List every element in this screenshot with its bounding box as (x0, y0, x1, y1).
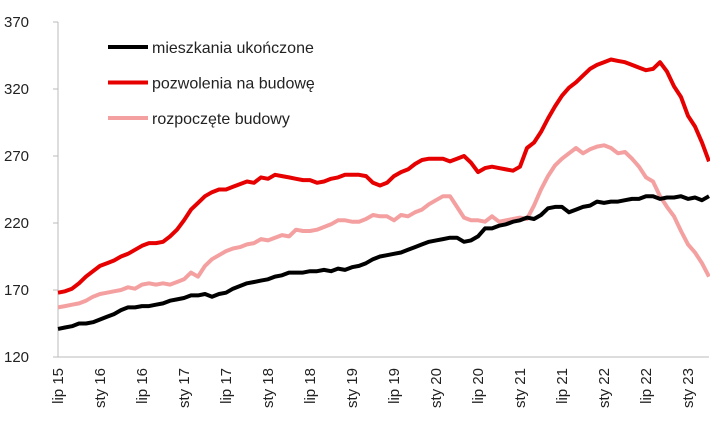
legend-label: rozpoczęte budowy (152, 111, 290, 128)
x-tick-label: sty 18 (260, 368, 277, 408)
x-tick-label: sty 19 (344, 368, 361, 408)
x-tick-label: lip 15 (50, 368, 67, 404)
x-tick-label: lip 18 (302, 368, 319, 404)
x-tick-label: lip 20 (470, 368, 487, 404)
x-tick-label: sty 23 (680, 368, 697, 408)
x-tick-label: sty 17 (176, 368, 193, 408)
legend-label: pozwolenia na budowę (152, 76, 315, 93)
y-tick-label: 270 (4, 148, 29, 165)
series-line (57, 57, 710, 295)
x-tick-label: sty 16 (92, 368, 109, 408)
x-tick-label: lip 16 (134, 368, 151, 404)
x-tick-label: lip 22 (638, 368, 655, 404)
x-tick-label: lip 17 (218, 368, 235, 404)
x-tick-label: sty 20 (428, 368, 445, 408)
y-tick-label: 220 (4, 215, 29, 232)
series-line (57, 194, 710, 331)
series-line (57, 143, 710, 310)
y-tick-label: 170 (4, 282, 29, 299)
legend-label: mieszkania ukończone (152, 40, 314, 57)
x-tick-label: sty 21 (512, 368, 529, 408)
x-tick-label: lip 19 (386, 368, 403, 404)
x-tick-label: sty 22 (596, 368, 613, 408)
y-tick-label: 370 (4, 14, 29, 31)
y-tick-label: 320 (4, 81, 29, 98)
x-tick-label: lip 21 (554, 368, 571, 404)
y-tick-label: 120 (4, 349, 29, 366)
